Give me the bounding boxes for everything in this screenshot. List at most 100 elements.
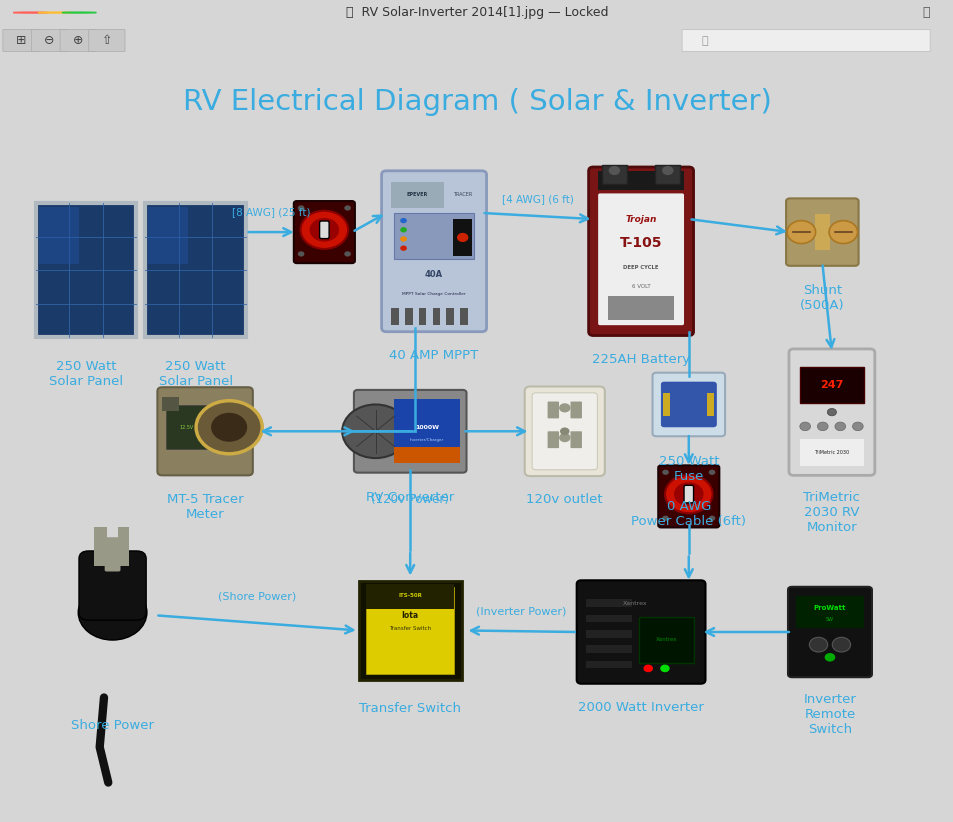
Text: (120v Power): (120v Power): [371, 493, 449, 506]
Text: 2000 Watt Inverter: 2000 Watt Inverter: [578, 701, 703, 714]
FancyBboxPatch shape: [391, 308, 398, 325]
FancyBboxPatch shape: [598, 171, 683, 190]
FancyBboxPatch shape: [652, 372, 724, 436]
FancyBboxPatch shape: [524, 386, 604, 476]
Text: 🔍: 🔍: [700, 35, 707, 45]
Text: TRACER: TRACER: [453, 192, 472, 197]
Circle shape: [211, 413, 247, 441]
Text: Xantrex: Xantrex: [655, 637, 677, 642]
Circle shape: [786, 220, 815, 243]
FancyBboxPatch shape: [366, 584, 454, 608]
Text: Transfer Switch: Transfer Switch: [389, 626, 431, 631]
Circle shape: [661, 469, 668, 475]
FancyBboxPatch shape: [787, 587, 871, 677]
FancyBboxPatch shape: [60, 30, 96, 52]
Circle shape: [834, 422, 844, 431]
FancyBboxPatch shape: [785, 198, 858, 266]
FancyBboxPatch shape: [35, 203, 135, 338]
FancyBboxPatch shape: [655, 164, 679, 183]
Circle shape: [828, 220, 857, 243]
FancyBboxPatch shape: [166, 404, 209, 449]
FancyBboxPatch shape: [394, 399, 459, 464]
Circle shape: [852, 422, 862, 431]
FancyBboxPatch shape: [570, 401, 581, 418]
FancyBboxPatch shape: [662, 393, 669, 416]
FancyBboxPatch shape: [607, 296, 674, 321]
Text: ⇧: ⇧: [101, 34, 112, 47]
FancyBboxPatch shape: [570, 432, 581, 448]
FancyBboxPatch shape: [31, 30, 68, 52]
Text: (Inverter Power): (Inverter Power): [476, 607, 566, 616]
FancyBboxPatch shape: [585, 615, 631, 622]
FancyBboxPatch shape: [391, 182, 443, 208]
Circle shape: [642, 664, 652, 672]
Circle shape: [823, 653, 835, 662]
FancyBboxPatch shape: [405, 308, 413, 325]
Circle shape: [831, 637, 850, 652]
Text: 40A: 40A: [425, 270, 442, 279]
FancyBboxPatch shape: [381, 171, 486, 332]
Text: [8 AWG] (25 ft): [8 AWG] (25 ft): [232, 207, 310, 217]
Text: 🖼  RV Solar-Inverter 2014[1].jpg — Locked: 🖼 RV Solar-Inverter 2014[1].jpg — Locked: [345, 6, 608, 19]
Circle shape: [400, 236, 406, 242]
Text: MPPT Solar Charge Controller: MPPT Solar Charge Controller: [402, 292, 465, 296]
Text: Transfer Switch: Transfer Switch: [359, 702, 460, 714]
Circle shape: [38, 12, 72, 13]
FancyBboxPatch shape: [658, 465, 719, 528]
FancyBboxPatch shape: [394, 213, 474, 259]
FancyBboxPatch shape: [588, 167, 693, 335]
Text: Trojan: Trojan: [625, 215, 656, 224]
FancyBboxPatch shape: [145, 203, 246, 338]
Circle shape: [400, 218, 406, 224]
Circle shape: [344, 252, 351, 256]
FancyBboxPatch shape: [788, 349, 874, 475]
Text: TriMetric
2030 RV
Monitor: TriMetric 2030 RV Monitor: [802, 491, 860, 533]
Circle shape: [661, 166, 673, 175]
Circle shape: [400, 227, 406, 233]
FancyBboxPatch shape: [358, 580, 461, 681]
FancyBboxPatch shape: [547, 401, 558, 418]
Circle shape: [342, 404, 409, 458]
Text: Xantrex: Xantrex: [622, 601, 647, 606]
Text: 250 Watt
Solar Panel: 250 Watt Solar Panel: [158, 360, 233, 389]
Circle shape: [13, 12, 48, 13]
FancyBboxPatch shape: [547, 432, 558, 448]
Circle shape: [62, 12, 96, 13]
FancyBboxPatch shape: [706, 393, 714, 416]
Text: 6 VOLT: 6 VOLT: [631, 284, 650, 289]
Text: Shore Power: Shore Power: [71, 719, 154, 732]
FancyBboxPatch shape: [394, 446, 459, 464]
Circle shape: [659, 664, 669, 672]
Text: (Shore Power): (Shore Power): [217, 592, 296, 602]
FancyBboxPatch shape: [105, 538, 120, 571]
Text: RV Electrical Diagram ( Solar & Inverter): RV Electrical Diagram ( Solar & Inverter…: [182, 88, 771, 116]
FancyBboxPatch shape: [294, 201, 355, 263]
Circle shape: [608, 166, 619, 175]
Circle shape: [559, 427, 569, 435]
Circle shape: [826, 409, 836, 416]
FancyBboxPatch shape: [93, 528, 108, 566]
Text: TriMetric 2030: TriMetric 2030: [814, 450, 848, 455]
Text: RV Converter: RV Converter: [366, 491, 454, 504]
FancyBboxPatch shape: [638, 616, 693, 663]
Circle shape: [664, 475, 712, 513]
FancyBboxPatch shape: [598, 193, 683, 326]
Text: Shunt
(500A): Shunt (500A): [800, 284, 843, 312]
FancyBboxPatch shape: [157, 387, 253, 475]
FancyBboxPatch shape: [532, 393, 597, 469]
Text: Iota: Iota: [401, 611, 418, 620]
FancyBboxPatch shape: [585, 645, 631, 653]
Text: ⤢: ⤢: [922, 6, 929, 19]
FancyBboxPatch shape: [799, 440, 863, 465]
Circle shape: [661, 515, 668, 521]
Circle shape: [400, 246, 406, 251]
FancyBboxPatch shape: [418, 308, 426, 325]
FancyBboxPatch shape: [681, 30, 929, 52]
Text: Inverter
Remote
Switch: Inverter Remote Switch: [802, 693, 856, 737]
Text: 225AH Battery: 225AH Battery: [592, 353, 689, 366]
Text: 250 Watt
Fuse

0 AWG
Power Cable (6ft): 250 Watt Fuse 0 AWG Power Cable (6ft): [631, 455, 745, 528]
Text: 40 AMP MPPT: 40 AMP MPPT: [389, 349, 478, 363]
FancyBboxPatch shape: [585, 599, 631, 607]
Circle shape: [674, 483, 702, 506]
Circle shape: [196, 400, 262, 454]
